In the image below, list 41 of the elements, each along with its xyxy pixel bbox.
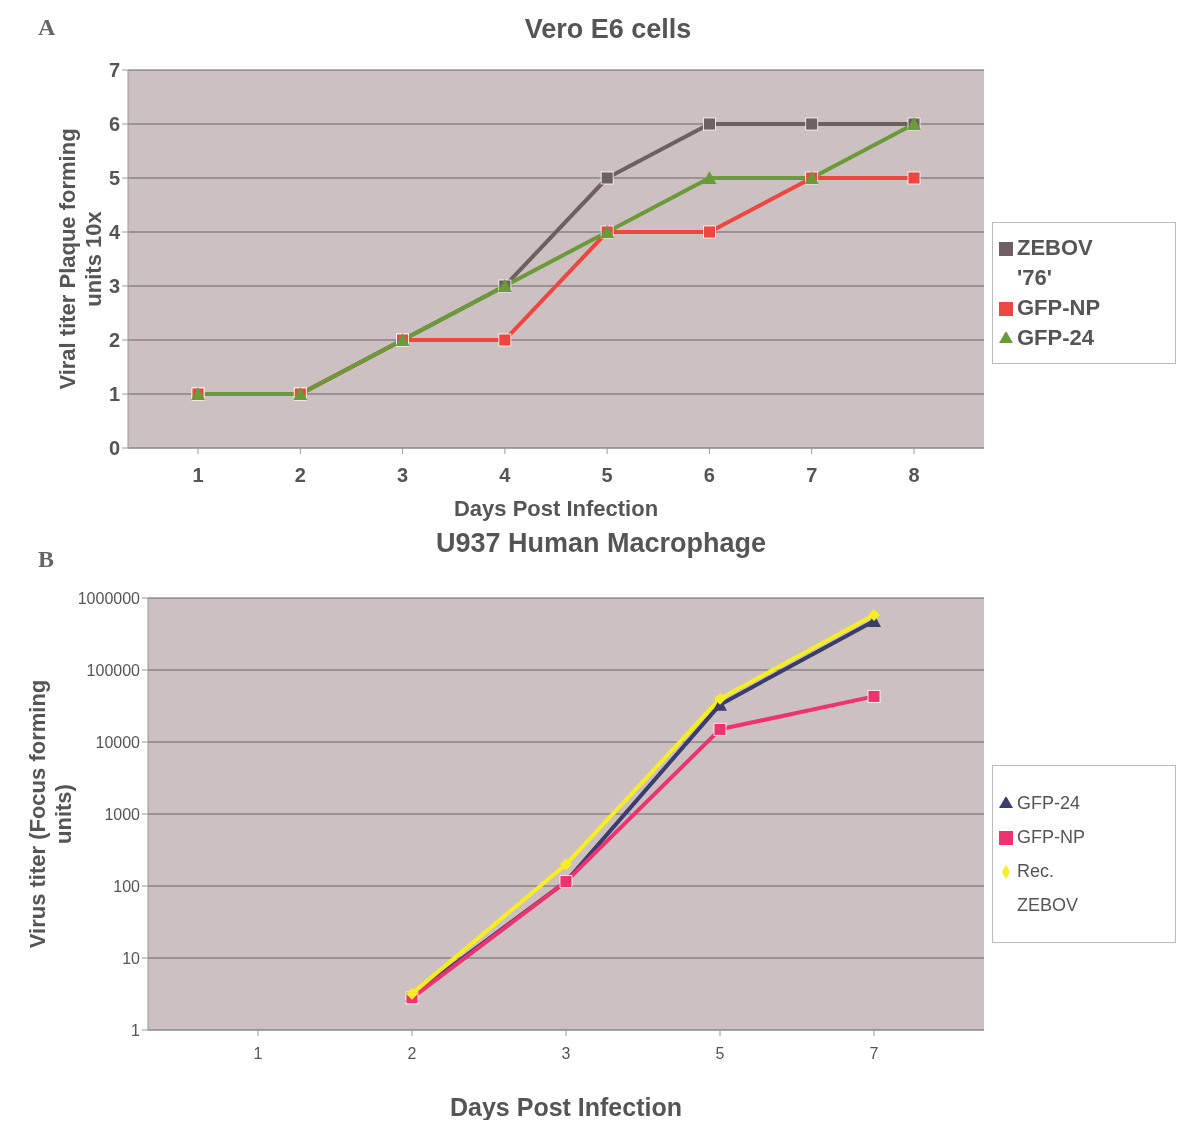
- y-tick-label: 10: [122, 949, 141, 967]
- y-axis-title: Viral titer Plaque forming units 10x: [55, 128, 106, 390]
- y-tick-label: 10000: [95, 733, 141, 751]
- legend-label: GFP-NP: [1017, 294, 1102, 322]
- x-tick-label: 3: [397, 464, 409, 487]
- x-tick-label: 1: [192, 464, 204, 487]
- x-tick-label: 8: [908, 464, 920, 487]
- y-tick-label: 1: [131, 1021, 141, 1039]
- chart-title: U937 Human Macrophage: [435, 528, 767, 558]
- y-tick-label: 1000: [104, 805, 141, 823]
- y-tick-label: 6: [108, 113, 120, 136]
- text: B: [38, 546, 55, 573]
- legend-label: GFP-NP: [1017, 826, 1086, 849]
- y-tick-label: 7: [108, 59, 120, 82]
- x-tick-label: 1: [253, 1045, 263, 1063]
- chart-title: Vero E6 cells: [524, 14, 692, 44]
- y-tick-label: 2: [108, 329, 120, 352]
- x-tick-label: 5: [715, 1045, 725, 1063]
- legend-label: GFP-24: [1017, 324, 1096, 352]
- x-tick-label: 6: [703, 464, 715, 487]
- y-tick-label: 0: [108, 437, 120, 460]
- x-tick-label: 5: [601, 464, 613, 487]
- legend-label: GFP-24: [1017, 792, 1082, 815]
- y-axis-title: Virus titer (Focus forming units): [25, 679, 76, 949]
- y-tick-label: 100: [113, 877, 141, 895]
- y-tick-label: 3: [108, 275, 120, 298]
- x-tick-label: 2: [294, 464, 306, 487]
- x-tick-label: 3: [561, 1045, 571, 1063]
- x-tick-label: 7: [806, 464, 818, 487]
- y-tick-label: 1000000: [77, 589, 141, 607]
- x-tick-label: 4: [499, 464, 512, 487]
- x-tick-label: 2: [407, 1045, 417, 1063]
- y-tick-label: 5: [108, 167, 120, 190]
- legend-label: ZEBOV '76': [1017, 234, 1094, 292]
- x-axis-title: Days Post Infection: [453, 496, 659, 521]
- y-tick-label: 4: [108, 221, 121, 244]
- y-tick-label: 1: [108, 383, 120, 406]
- y-tick-label: 100000: [86, 661, 141, 679]
- legend-label: Rec. ZEBOV: [1017, 860, 1079, 917]
- x-tick-label: 7: [869, 1045, 879, 1063]
- text: A: [38, 14, 56, 41]
